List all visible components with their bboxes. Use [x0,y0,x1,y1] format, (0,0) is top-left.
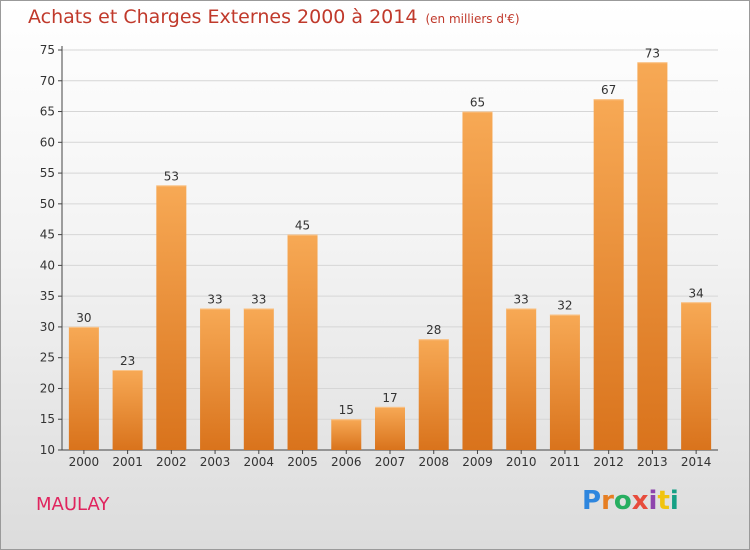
labels: 10 15 20 25 30 35 40 45 50 55 60 65 70 75 30 2000 23 2001… [40,43,712,469]
bar [375,406,405,450]
bar-value-label: 15 [339,403,354,417]
bar-value-label: 23 [120,354,135,368]
y-tick-label: 15 [40,412,55,426]
y-tick-label: 45 [40,228,55,242]
chart-title: Achats et Charges Externes 2000 à 2014 (e… [28,6,520,28]
bar [418,339,449,450]
bar [593,99,624,450]
x-tick-label: 2003 [200,455,231,469]
place-name: MAULAY [36,494,110,515]
bar-value-label: 34 [688,286,703,300]
x-tick-label: 2008 [418,455,449,469]
x-tick-label: 2014 [681,455,712,469]
bar-value-label: 33 [514,292,529,306]
y-tick-label: 50 [40,197,55,211]
bar-value-label: 33 [251,292,266,306]
y-tick-label: 30 [40,320,55,334]
bar-value-label: 33 [207,292,222,306]
bar [68,326,99,450]
x-tick-label: 2002 [156,455,187,469]
bar-value-label: 67 [601,83,616,97]
brand-letter: P [582,486,602,516]
bar [681,302,712,450]
x-tick-label: 2012 [593,455,624,469]
brand-logo: Proxiti [582,486,679,516]
bar [287,234,318,450]
y-tick-label: 75 [40,43,55,57]
brand-letter: o [613,486,632,516]
brand-letter: i [669,486,679,516]
bar [331,419,362,450]
y-tick-label: 10 [40,443,55,457]
brand-letter: i [648,486,658,516]
bar-value-label: 32 [557,299,572,313]
brand-letter: t [657,486,670,516]
brand-letter: r [601,486,614,516]
bar-value-label: 28 [426,323,441,337]
bar [243,308,274,450]
x-tick-label: 2011 [550,455,581,469]
y-tick-label: 20 [40,381,55,395]
chart-unit: (en milliers d'€) [425,12,520,26]
x-tick-label: 2007 [375,455,406,469]
bars [68,62,712,451]
bar-value-label: 45 [295,219,310,233]
x-tick-label: 2010 [506,455,537,469]
x-tick-label: 2001 [112,455,143,469]
y-tick-label: 65 [40,105,55,119]
y-tick-label: 25 [40,351,55,365]
bar [112,370,143,450]
x-tick-label: 2004 [244,455,275,469]
bar [637,62,668,451]
bar [200,308,231,450]
x-tick-label: 2006 [331,455,362,469]
bar [156,185,187,450]
y-tick-label: 40 [40,258,55,272]
bar [506,308,537,450]
bar-value-label: 53 [164,169,179,183]
chart-title-text: Achats et Charges Externes 2000 à 2014 [28,6,418,28]
bar-value-label: 17 [382,391,397,405]
bar-value-label: 30 [76,311,91,325]
brand-letter: x [631,486,649,516]
y-tick-label: 35 [40,289,55,303]
bar [462,111,493,451]
bar-value-label: 73 [645,46,660,60]
x-tick-label: 2000 [69,455,100,469]
bar [549,314,580,450]
y-tick-label: 70 [40,74,55,88]
bar-value-label: 65 [470,96,485,110]
x-tick-label: 2013 [637,455,668,469]
y-tick-label: 60 [40,135,55,149]
x-tick-label: 2009 [462,455,493,469]
y-tick-label: 55 [40,166,55,180]
x-tick-label: 2005 [287,455,318,469]
